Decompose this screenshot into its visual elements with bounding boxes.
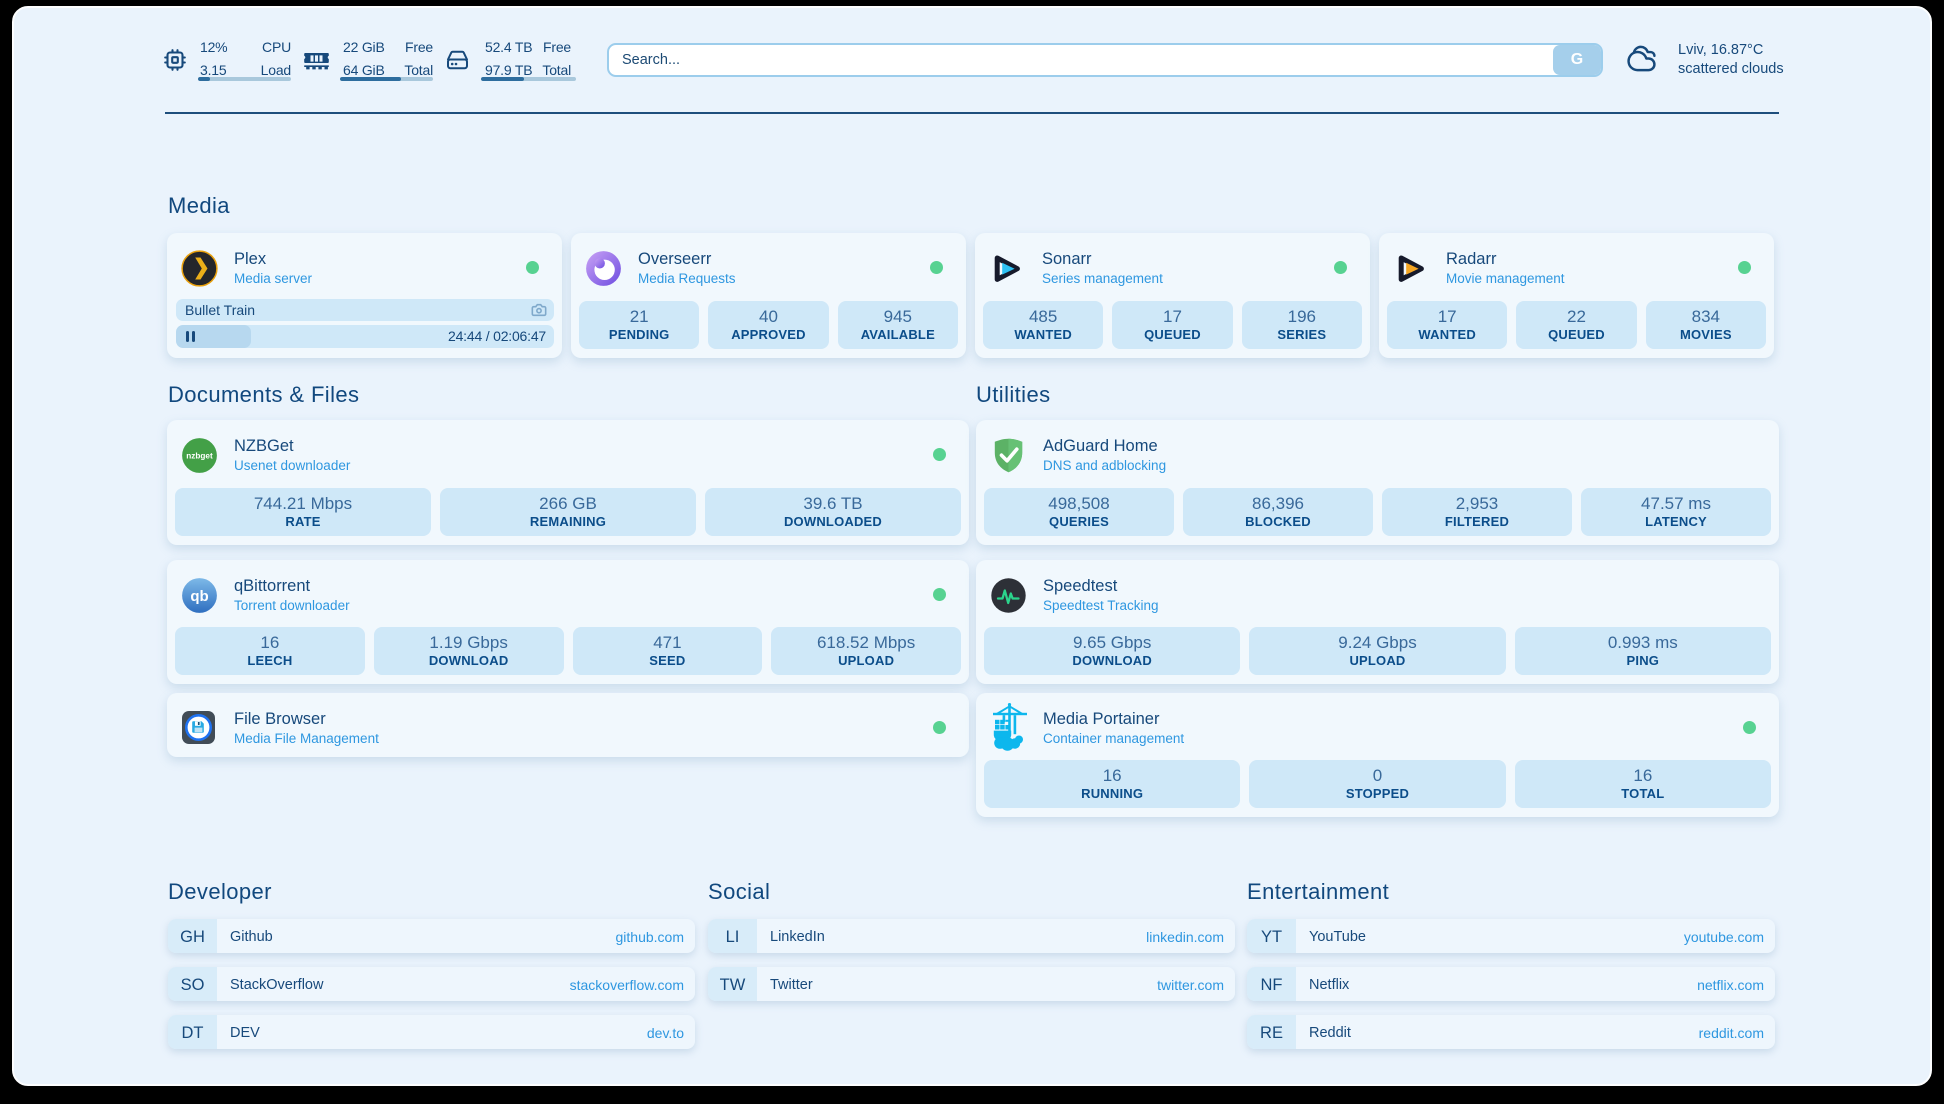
svg-text:nzbget: nzbget <box>186 452 213 461</box>
svg-text:qb: qb <box>190 588 208 605</box>
